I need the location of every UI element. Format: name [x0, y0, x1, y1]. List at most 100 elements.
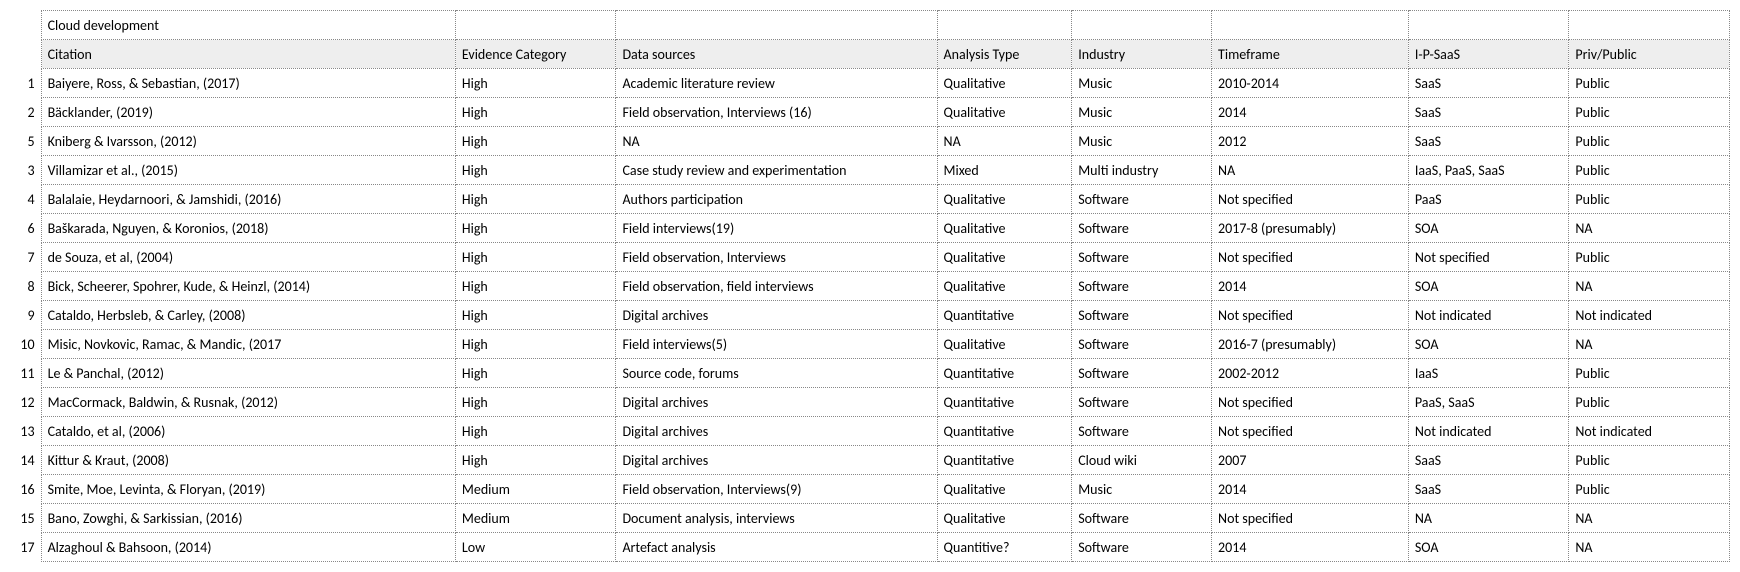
row-number: 16 [10, 475, 41, 504]
row-number: 11 [10, 359, 41, 388]
table-row: 6Baškarada, Nguyen, & Koronios, (2018)Hi… [10, 214, 1730, 243]
table-row: 10Misic, Novkovic, Ramac, & Mandic, (201… [10, 330, 1730, 359]
cell-5: 2014 [1212, 475, 1409, 504]
cell-4: Software [1072, 417, 1212, 446]
table-row: 2Bäcklander, (2019)HighField observation… [10, 98, 1730, 127]
cell-6: SOA [1408, 214, 1569, 243]
cell-2: Field observation, field interviews [616, 272, 937, 301]
blank-cell [1072, 11, 1212, 40]
cell-3: Qualitative [937, 98, 1072, 127]
cell-2: Artefact analysis [616, 533, 937, 562]
cell-2: Field observation, Interviews(9) [616, 475, 937, 504]
cell-6: SOA [1408, 533, 1569, 562]
cloud-development-table: Cloud developmentCitationEvidence Catego… [10, 10, 1730, 562]
cell-7: Public [1569, 69, 1730, 98]
cell-2: Field interviews(19) [616, 214, 937, 243]
table-row: 12MacCormack, Baldwin, & Rusnak, (2012)H… [10, 388, 1730, 417]
cell-4: Software [1072, 214, 1212, 243]
cell-7: Public [1569, 185, 1730, 214]
cell-6: PaaS, SaaS [1408, 388, 1569, 417]
cell-4: Music [1072, 475, 1212, 504]
cell-5: 2010-2014 [1212, 69, 1409, 98]
cell-1: High [455, 359, 616, 388]
cell-1: High [455, 156, 616, 185]
cell-6: Not indicated [1408, 417, 1569, 446]
cell-3: Qualitative [937, 243, 1072, 272]
table-row: 4Balalaie, Heydarnoori, & Jamshidi, (201… [10, 185, 1730, 214]
cell-4: Software [1072, 330, 1212, 359]
cell-6: SaaS [1408, 69, 1569, 98]
cell-7: Public [1569, 98, 1730, 127]
cell-3: Quantitative [937, 417, 1072, 446]
cell-6: SOA [1408, 272, 1569, 301]
table-row: 7de Souza, et al, (2004)HighField observ… [10, 243, 1730, 272]
col-header-5: Timeframe [1212, 40, 1409, 69]
cell-7: Not indicated [1569, 417, 1730, 446]
cell-2: Case study review and experimentation [616, 156, 937, 185]
cell-5: 2014 [1212, 98, 1409, 127]
cell-1: High [455, 214, 616, 243]
cell-5: 2014 [1212, 272, 1409, 301]
cell-6: SaaS [1408, 475, 1569, 504]
cell-3: Qualitative [937, 475, 1072, 504]
blank-cell [1569, 11, 1730, 40]
table-row: 3Villamizar et al., (2015)HighCase study… [10, 156, 1730, 185]
row-number: 8 [10, 272, 41, 301]
cell-1: High [455, 185, 616, 214]
row-number: 7 [10, 243, 41, 272]
row-number: 13 [10, 417, 41, 446]
cell-7: Public [1569, 388, 1730, 417]
cell-5: Not specified [1212, 504, 1409, 533]
table-row: 8Bick, Scheerer, Spohrer, Kude, & Heinzl… [10, 272, 1730, 301]
col-header-0: Citation [41, 40, 455, 69]
cell-7: Public [1569, 446, 1730, 475]
cell-1: High [455, 272, 616, 301]
cell-0: Baiyere, Ross, & Sebastian, (2017) [41, 69, 455, 98]
cell-2: Academic literature review [616, 69, 937, 98]
col-header-1: Evidence Category [455, 40, 616, 69]
cell-7: Public [1569, 243, 1730, 272]
row-number: 14 [10, 446, 41, 475]
blank-cell [1212, 11, 1409, 40]
cell-7: NA [1569, 214, 1730, 243]
row-number: 10 [10, 330, 41, 359]
cell-0: Cataldo, Herbsleb, & Carley, (2008) [41, 301, 455, 330]
table-title: Cloud development [41, 11, 455, 40]
cell-1: High [455, 446, 616, 475]
cell-5: Not specified [1212, 301, 1409, 330]
cell-0: Cataldo, et al, (2006) [41, 417, 455, 446]
cell-1: High [455, 417, 616, 446]
rownum-blank [10, 40, 41, 69]
row-number: 1 [10, 69, 41, 98]
cell-0: Alzaghoul & Bahsoon, (2014) [41, 533, 455, 562]
cell-6: IaaS, PaaS, SaaS [1408, 156, 1569, 185]
cell-7: Public [1569, 156, 1730, 185]
cell-4: Software [1072, 243, 1212, 272]
cell-7: Public [1569, 127, 1730, 156]
cell-5: 2014 [1212, 533, 1409, 562]
row-number: 9 [10, 301, 41, 330]
cell-6: SOA [1408, 330, 1569, 359]
table-row: 1Baiyere, Ross, & Sebastian, (2017)HighA… [10, 69, 1730, 98]
rownum-blank [10, 11, 41, 40]
header-row: CitationEvidence CategoryData sourcesAna… [10, 40, 1730, 69]
cell-6: Not specified [1408, 243, 1569, 272]
table-row: 5Kniberg & Ivarsson, (2012)HighNANAMusic… [10, 127, 1730, 156]
cell-7: Public [1569, 475, 1730, 504]
cell-0: Misic, Novkovic, Ramac, & Mandic, (2017 [41, 330, 455, 359]
cell-1: High [455, 98, 616, 127]
cell-4: Software [1072, 301, 1212, 330]
cell-2: Field observation, Interviews [616, 243, 937, 272]
cell-0: Villamizar et al., (2015) [41, 156, 455, 185]
table-row: 16Smite, Moe, Levinta, & Floryan, (2019)… [10, 475, 1730, 504]
row-number: 3 [10, 156, 41, 185]
cell-3: Mixed [937, 156, 1072, 185]
cell-0: Baškarada, Nguyen, & Koronios, (2018) [41, 214, 455, 243]
cell-4: Cloud wiki [1072, 446, 1212, 475]
cell-0: Bano, Zowghi, & Sarkissian, (2016) [41, 504, 455, 533]
cell-2: Field interviews(5) [616, 330, 937, 359]
cell-3: Qualitative [937, 330, 1072, 359]
col-header-6: I-P-SaaS [1408, 40, 1569, 69]
table-row: 15Bano, Zowghi, & Sarkissian, (2016)Medi… [10, 504, 1730, 533]
table-row: 17Alzaghoul & Bahsoon, (2014)LowArtefact… [10, 533, 1730, 562]
